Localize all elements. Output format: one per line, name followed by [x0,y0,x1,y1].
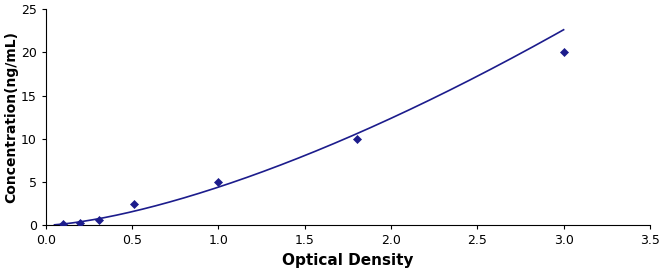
Y-axis label: Concentration(ng/mL): Concentration(ng/mL) [4,31,18,203]
X-axis label: Optical Density: Optical Density [282,253,414,268]
